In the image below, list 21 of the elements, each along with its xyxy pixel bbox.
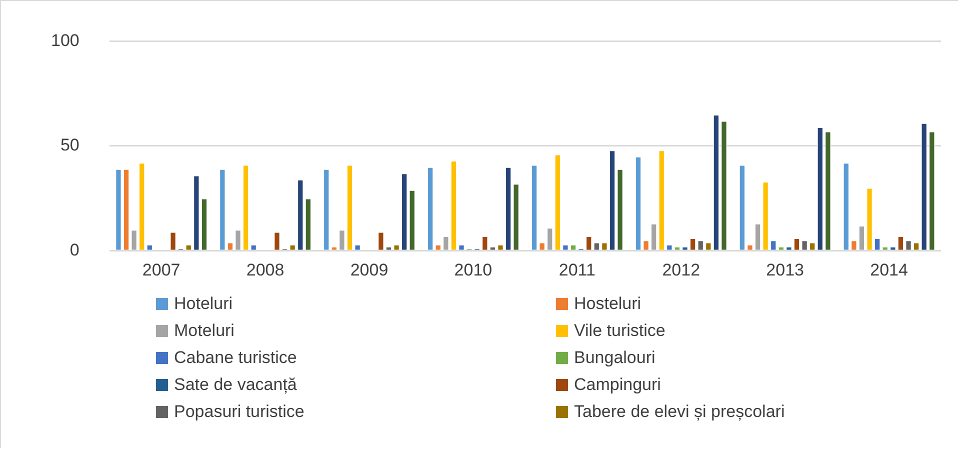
legend-label: Moteluri (174, 321, 234, 341)
x-tick-label: 2011 (558, 260, 596, 280)
x-tick-label: 2010 (454, 260, 492, 280)
legend-label: Popasuri turistice (174, 402, 304, 422)
legend-label: Hoteluri (174, 294, 233, 314)
legend-label: Cabane turistice (174, 348, 297, 368)
x-tick-label: 2007 (142, 260, 180, 280)
legend-label: Sate de vacanță (174, 375, 297, 395)
x-tick-label: 2012 (662, 260, 700, 280)
x-tick-label: 2014 (870, 260, 908, 280)
legend-label: Hosteluri (574, 294, 642, 314)
legend-label: Bungalouri (574, 348, 656, 368)
y-tick-label: 100 (50, 30, 80, 50)
x-tick-label: 2009 (350, 260, 388, 280)
y-tick-label: 50 (60, 136, 80, 155)
x-tick-label: 2008 (246, 260, 284, 280)
x-tick-label: 2013 (766, 260, 804, 280)
legend-label: Tabere de elevi și preșcolari (574, 402, 785, 422)
legend-label: Campinguri (574, 375, 661, 395)
legend-label: Vile turistice (574, 321, 666, 341)
y-tick-label: 0 (70, 240, 80, 260)
